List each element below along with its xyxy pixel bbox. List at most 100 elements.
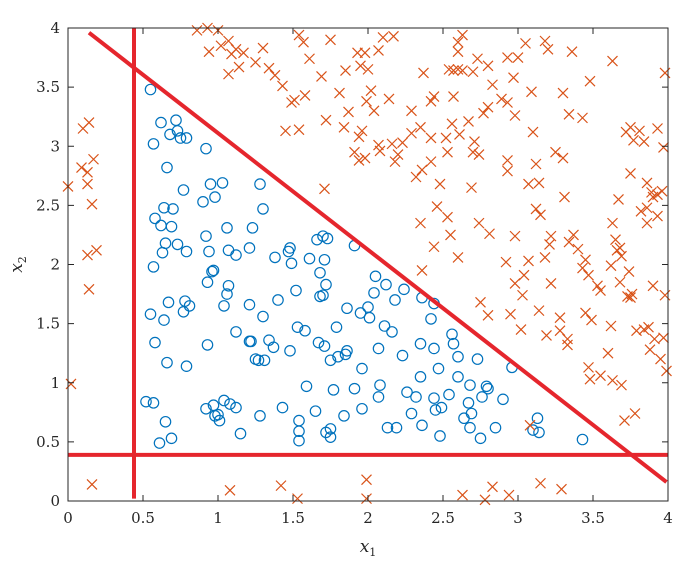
x-marker <box>542 43 554 55</box>
x-marker <box>230 43 242 55</box>
x-marker <box>338 121 350 133</box>
x-marker <box>572 243 584 255</box>
x-marker <box>658 142 669 153</box>
x-marker <box>487 79 498 91</box>
x-marker <box>292 493 303 505</box>
x-marker <box>86 479 98 490</box>
x-marker <box>568 229 579 241</box>
circle-marker <box>171 125 184 137</box>
x-marker <box>652 189 663 201</box>
circle-marker <box>317 289 329 302</box>
x-marker <box>443 63 455 75</box>
x-marker <box>473 217 485 229</box>
circle-marker <box>243 242 256 254</box>
x-marker <box>520 37 531 49</box>
circle-marker <box>201 339 214 351</box>
y-tick-label: 1.5 <box>36 315 60 333</box>
x-marker <box>362 63 374 75</box>
x-marker <box>428 91 440 103</box>
x-marker <box>502 97 513 108</box>
circle-marker <box>405 407 418 420</box>
circle-marker <box>435 401 448 414</box>
x-marker <box>359 152 371 164</box>
x-marker <box>533 177 545 189</box>
y-tick-label: 3.5 <box>36 78 60 96</box>
x-marker <box>623 266 635 278</box>
circle-marker <box>284 345 296 357</box>
circle-marker <box>533 426 545 439</box>
x-marker <box>467 66 479 78</box>
x-marker <box>257 42 269 54</box>
circle-marker <box>320 426 332 439</box>
circle-marker <box>144 308 157 320</box>
x-marker <box>607 374 618 386</box>
x-marker <box>563 236 575 248</box>
x-marker <box>215 40 227 52</box>
x-marker <box>556 483 567 495</box>
x-marker <box>353 155 365 166</box>
x-marker <box>86 198 98 210</box>
x-marker <box>425 156 437 168</box>
circle-marker <box>254 178 266 190</box>
circle-marker <box>458 412 470 425</box>
x-marker <box>479 494 491 506</box>
circle-marker <box>410 391 422 403</box>
x-marker <box>500 256 512 268</box>
plot-area <box>68 28 668 501</box>
circle-marker <box>452 350 464 363</box>
circle-marker <box>140 395 152 408</box>
circle-marker <box>147 261 160 273</box>
circle-marker <box>576 433 589 446</box>
x-marker <box>583 361 594 373</box>
x-marker <box>355 60 366 72</box>
circle-marker <box>158 314 170 326</box>
x-marker <box>466 182 477 194</box>
circle-marker <box>147 138 160 150</box>
circle-marker <box>204 178 217 190</box>
x-marker <box>607 55 618 67</box>
x-marker <box>223 68 234 80</box>
y-tick-label: 0.5 <box>36 433 60 451</box>
circle-marker <box>203 245 215 258</box>
circle-marker <box>531 412 544 425</box>
circle-marker <box>276 401 289 414</box>
x-marker <box>584 75 596 87</box>
x-marker <box>304 53 315 65</box>
x-marker <box>428 241 440 253</box>
circle-marker <box>252 354 265 367</box>
circle-marker <box>356 362 368 375</box>
x-marker <box>508 72 519 84</box>
x-marker <box>482 309 494 321</box>
x-marker <box>224 484 236 496</box>
circle-marker <box>464 379 476 391</box>
x-marker <box>452 251 464 263</box>
x-tick-label: 3 <box>513 509 523 527</box>
circle-marker <box>230 326 242 338</box>
circle-marker <box>354 307 367 319</box>
x-marker <box>482 101 494 113</box>
y-tick-labels: 0 0.5 1 1.5 2 2.5 3 3.5 4 <box>36 19 60 510</box>
x-marker <box>550 146 561 158</box>
circle-marker <box>363 311 376 324</box>
x-marker <box>83 283 95 295</box>
x-marker <box>658 332 669 344</box>
x-marker <box>484 228 495 240</box>
x-marker <box>641 202 653 214</box>
x-marker <box>644 344 656 356</box>
x-marker <box>625 292 636 304</box>
x-marker <box>502 165 513 177</box>
circle-marker <box>378 320 391 332</box>
x-marker <box>592 280 603 292</box>
x-marker <box>325 34 336 46</box>
circle-marker <box>339 348 352 361</box>
x-marker <box>535 477 546 489</box>
x-marker <box>503 489 515 501</box>
x-marker <box>605 320 617 332</box>
circle-marker <box>165 432 178 445</box>
x-tick-label: 0 <box>63 509 73 527</box>
circle-marker <box>396 349 409 362</box>
circle-marker <box>153 437 166 449</box>
circle-marker <box>320 278 332 291</box>
x-marker <box>203 46 215 58</box>
x-marker <box>611 244 623 256</box>
